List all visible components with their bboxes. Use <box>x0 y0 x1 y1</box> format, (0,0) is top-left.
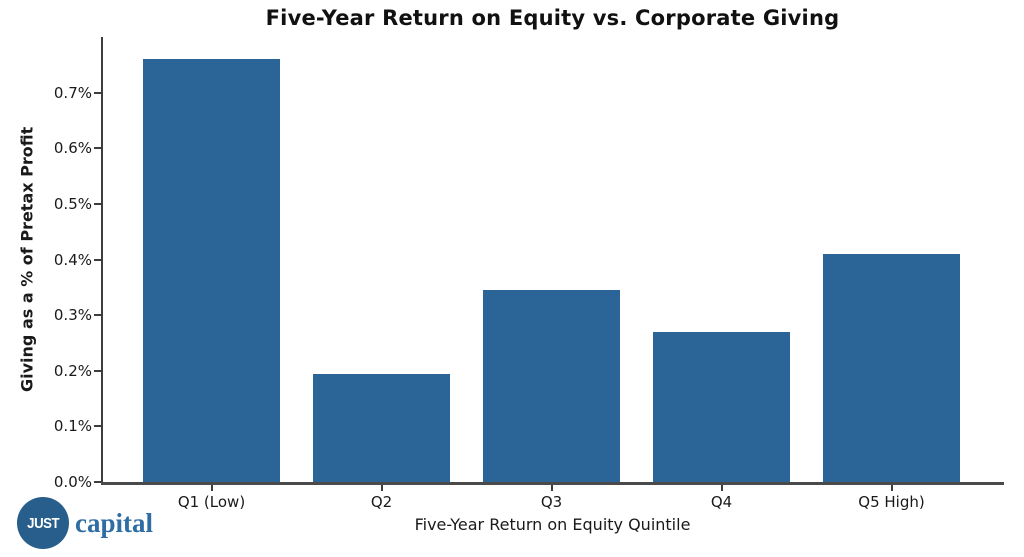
x-tick-label: Q2 <box>370 493 393 511</box>
x-tick-mark <box>720 485 723 491</box>
x-tick-label: Q5 High) <box>858 493 925 511</box>
x-tick-label: Q3 <box>540 493 563 511</box>
bar-q5-high <box>823 254 960 482</box>
y-tick-label: 0.5% <box>53 195 92 213</box>
y-tick-label: 0.6% <box>53 139 92 157</box>
x-tick-mark <box>380 485 383 491</box>
y-tick-mark <box>94 481 101 483</box>
bar-q3 <box>483 290 620 482</box>
y-tick-label: 0.0% <box>53 473 92 491</box>
bar-q4 <box>653 332 790 482</box>
x-axis-title: Five-Year Return on Equity Quintile <box>414 515 691 534</box>
x-tick-label: Q4 <box>710 493 733 511</box>
x-tick-mark <box>890 485 893 491</box>
bar-q2 <box>313 374 450 482</box>
plot-area <box>102 37 1003 482</box>
justcapital-logo: JUST capital <box>0 490 220 557</box>
y-tick-mark <box>94 147 101 149</box>
chart-title: Five-Year Return on Equity vs. Corporate… <box>265 6 840 30</box>
logo-circle: JUST <box>17 497 69 549</box>
y-axis-line <box>101 37 103 485</box>
y-tick-mark <box>94 370 101 372</box>
y-tick-label: 0.2% <box>53 362 92 380</box>
y-tick-label: 0.4% <box>53 251 92 269</box>
logo-wordmark: capital <box>75 508 153 538</box>
y-tick-mark <box>94 425 101 427</box>
x-axis-line <box>101 482 1004 485</box>
y-tick-label: 0.3% <box>53 306 92 324</box>
x-tick-mark <box>550 485 553 491</box>
y-tick-mark <box>94 203 101 205</box>
x-tick-mark <box>210 485 213 491</box>
bar-q1-low <box>143 59 280 482</box>
y-tick-mark <box>94 92 101 94</box>
y-tick-label: 0.1% <box>53 417 92 435</box>
logo-circle-text: JUST <box>27 514 59 532</box>
y-tick-mark <box>94 259 101 261</box>
y-tick-label: 0.7% <box>53 84 92 102</box>
x-tick-label: Q1 (Low) <box>177 493 246 511</box>
y-tick-mark <box>94 314 101 316</box>
